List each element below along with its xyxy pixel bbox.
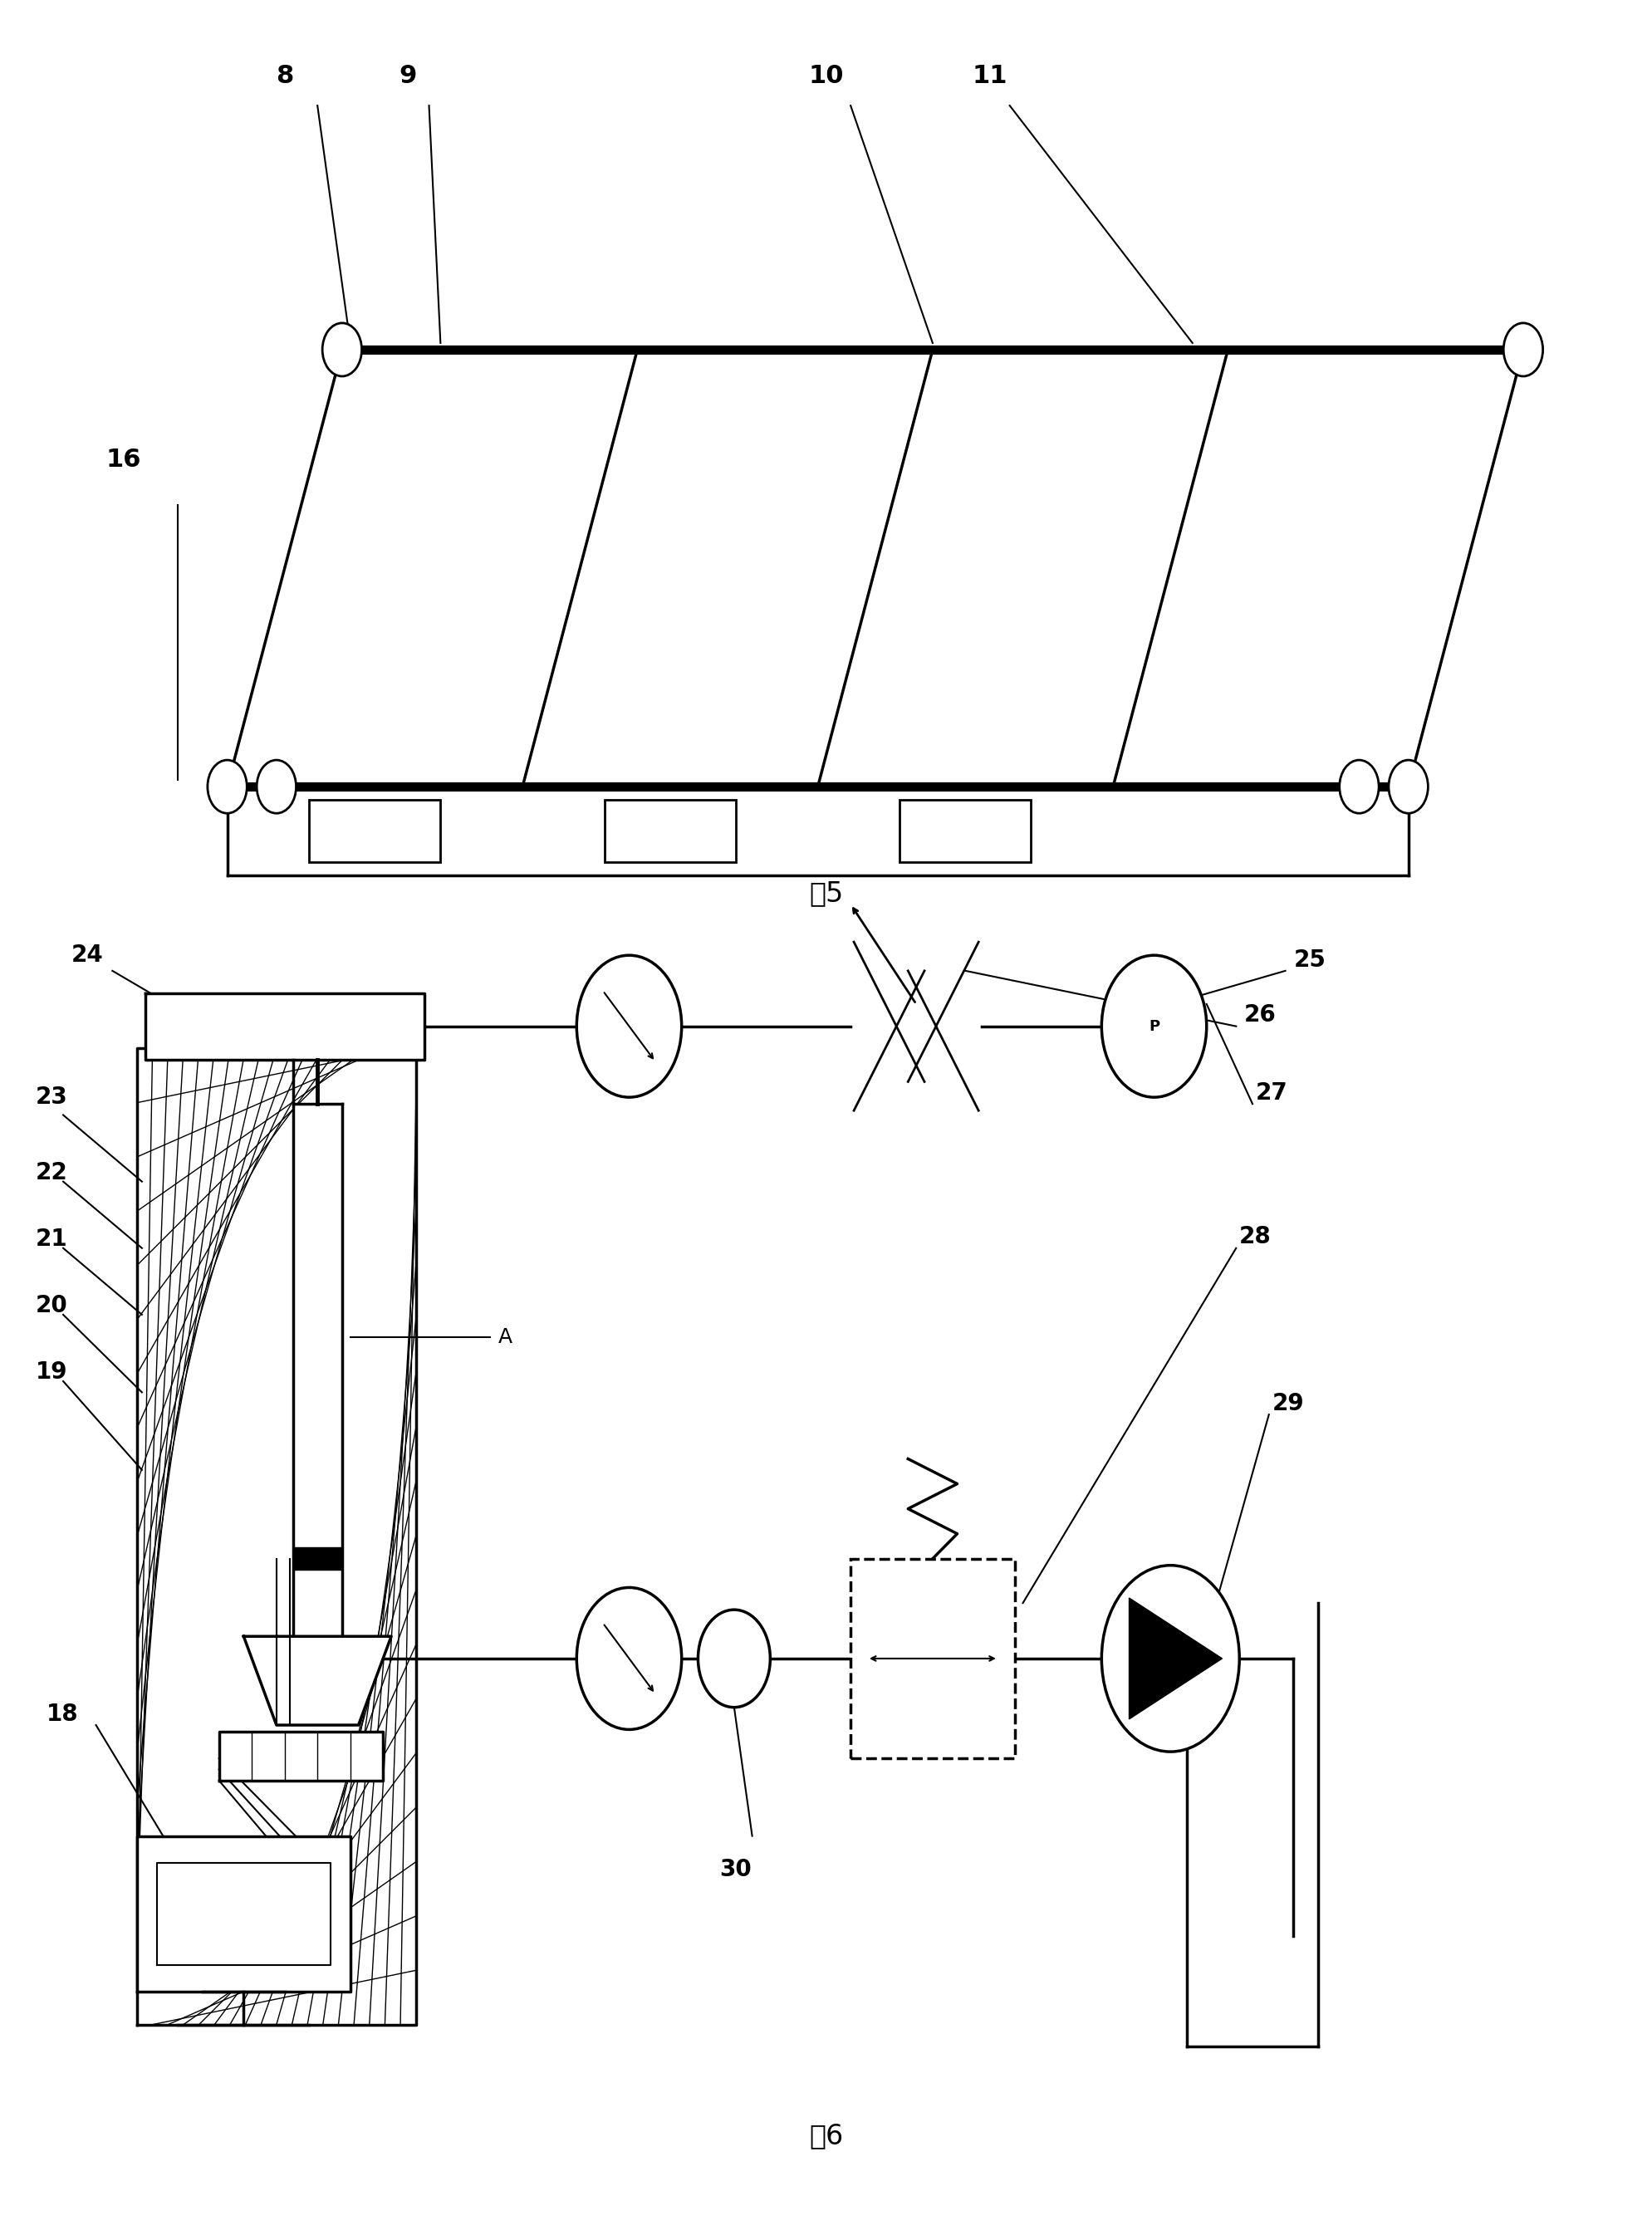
Text: 11: 11 [973,65,1008,87]
Bar [900,801,1031,863]
Text: 29: 29 [1272,1392,1305,1416]
Circle shape [1503,323,1543,377]
Bar [309,801,441,863]
Polygon shape [1130,1599,1222,1719]
Circle shape [1102,954,1206,1097]
Text: 10: 10 [808,65,844,87]
Circle shape [256,760,296,814]
Text: 9: 9 [398,65,416,87]
Circle shape [1389,760,1427,814]
Polygon shape [145,992,425,1059]
Text: 图5: 图5 [809,879,843,908]
Circle shape [1340,760,1379,814]
Text: 26: 26 [1244,1004,1277,1026]
Circle shape [208,760,246,814]
Polygon shape [137,1835,350,1991]
Text: 30: 30 [720,1858,752,1882]
Text: 23: 23 [35,1086,68,1108]
Circle shape [699,1610,770,1708]
Text: 8: 8 [276,65,294,87]
Text: 25: 25 [1294,948,1327,972]
Text: 28: 28 [1239,1227,1272,1249]
Text: 图6: 图6 [809,2121,843,2150]
Text: 22: 22 [35,1162,68,1184]
Circle shape [322,323,362,377]
Polygon shape [228,787,1409,876]
Polygon shape [243,1637,392,1726]
Polygon shape [292,1548,342,1570]
Text: P: P [1148,1019,1160,1035]
Text: 24: 24 [71,943,104,968]
Text: A: A [497,1327,512,1347]
Text: 20: 20 [35,1293,68,1318]
Text: 27: 27 [1256,1082,1289,1104]
Text: 18: 18 [46,1701,79,1726]
Text: 19: 19 [35,1360,68,1385]
Circle shape [577,1588,682,1730]
Polygon shape [220,1733,383,1780]
Text: 21: 21 [35,1227,68,1251]
Polygon shape [292,1104,342,1637]
Circle shape [577,954,682,1097]
Bar [605,801,735,863]
Text: 16: 16 [106,448,142,473]
Bar [851,1559,1014,1757]
Circle shape [1102,1565,1239,1753]
